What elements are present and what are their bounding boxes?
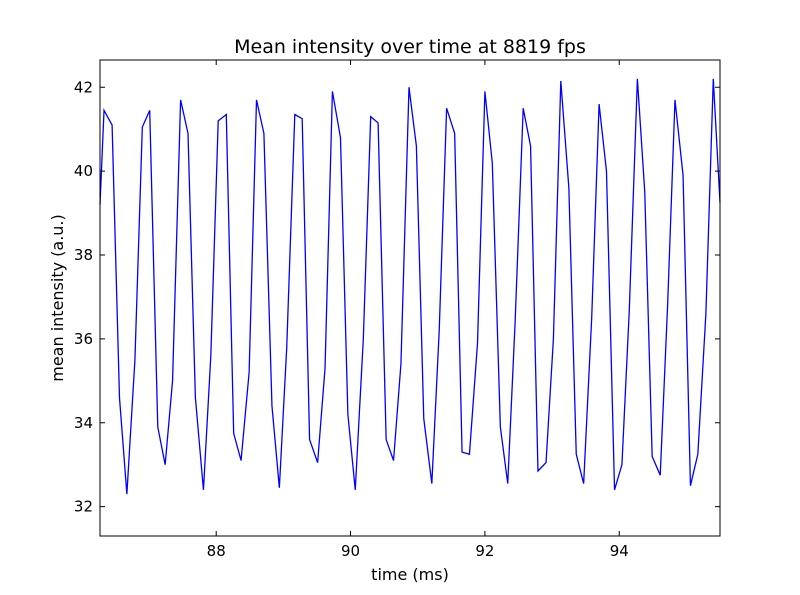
y-tick-label: 38 (74, 246, 93, 264)
y-tick-label: 32 (74, 498, 93, 516)
x-ticks: 88 90 92 94 (207, 60, 629, 560)
y-axis-label: mean intensity (a.u.) (48, 214, 67, 382)
x-tick-label: 92 (475, 542, 494, 560)
y-tick-label: 34 (74, 414, 93, 432)
y-ticks: 32 34 36 38 40 42 (74, 78, 720, 516)
x-axis-label: time (ms) (371, 565, 449, 584)
x-tick-label: 90 (341, 542, 360, 560)
y-tick-label: 40 (74, 162, 93, 180)
x-tick-label: 88 (207, 542, 226, 560)
series-layer (99, 78, 721, 495)
series-line-0 (99, 78, 721, 495)
y-tick-label: 36 (74, 330, 93, 348)
plot-frame (99, 59, 721, 537)
plot-area (100, 60, 720, 536)
y-tick-label: 42 (74, 78, 93, 96)
x-tick-label: 94 (610, 542, 629, 560)
chart-title: Mean intensity over time at 8819 fps (234, 36, 586, 58)
